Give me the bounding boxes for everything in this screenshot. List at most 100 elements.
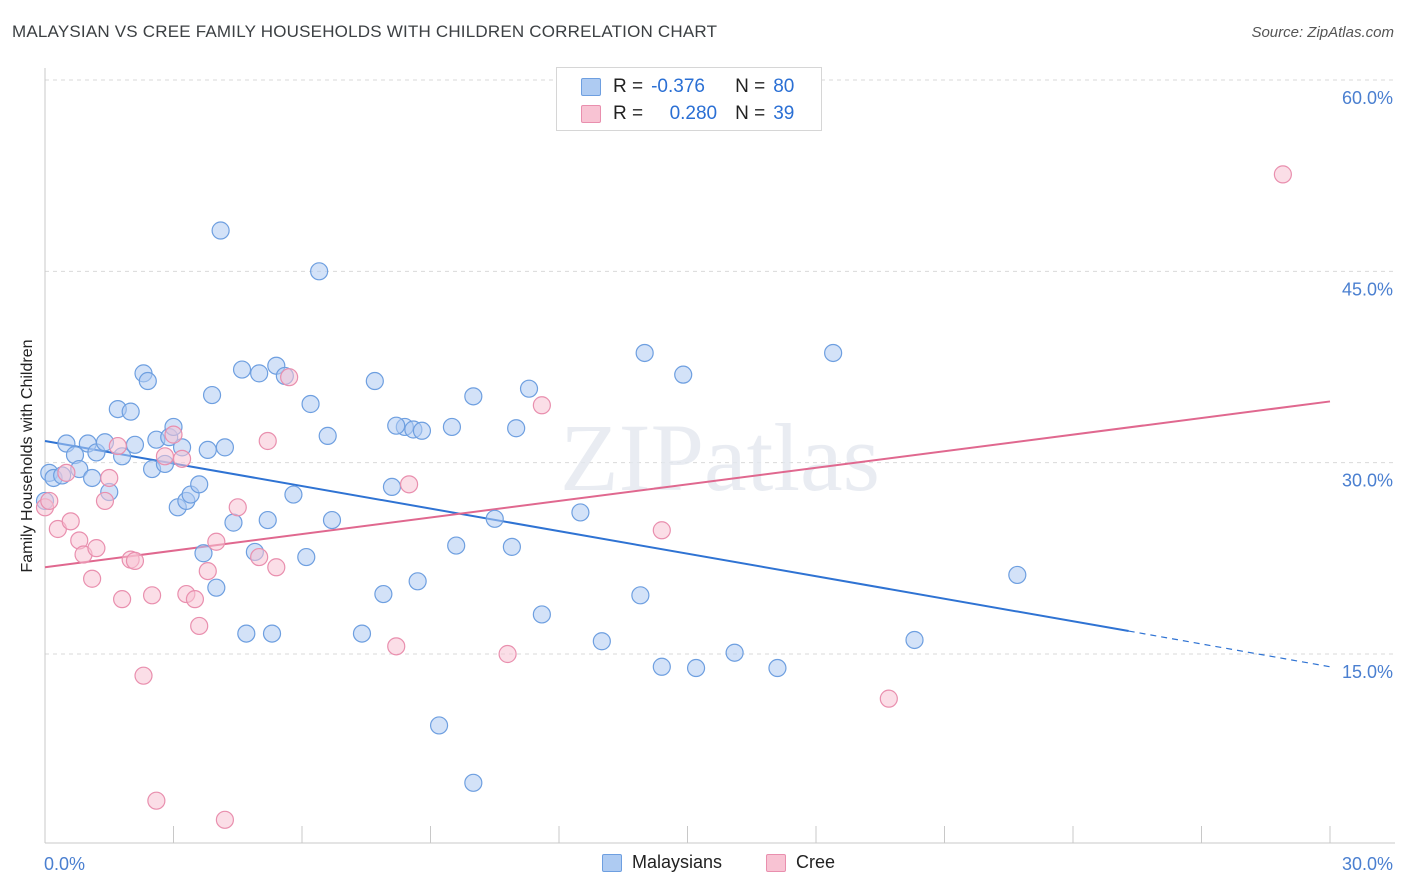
trend-lines	[44, 400, 1331, 668]
point-malaysians	[635, 343, 654, 363]
point-cree	[1273, 165, 1292, 184]
point-cree	[100, 468, 119, 488]
point-cree	[207, 532, 226, 551]
point-malaysians	[211, 221, 230, 240]
point-malaysians	[202, 385, 222, 405]
point-malaysians	[412, 421, 432, 440]
r-value: -0.376	[651, 76, 705, 97]
point-malaysians	[519, 379, 539, 398]
legend-row-cree: R = 0.280 N = 39	[581, 103, 794, 125]
y-tick-label: 45.0%	[1342, 279, 1393, 299]
point-malaysians	[237, 624, 256, 643]
legend-item-malaysians: Malaysians	[602, 852, 722, 873]
point-malaysians	[485, 509, 504, 528]
point-malaysians	[301, 394, 320, 414]
x-tick-label: 0.0%	[44, 854, 85, 874]
point-cree	[228, 498, 247, 517]
point-malaysians	[686, 658, 706, 678]
point-cree	[95, 491, 115, 511]
point-malaysians	[905, 630, 924, 650]
point-malaysians	[429, 716, 449, 735]
point-cree	[198, 561, 217, 581]
pink-swatch	[581, 105, 601, 123]
pink-swatch	[766, 853, 786, 872]
point-malaysians	[83, 468, 102, 488]
point-cree	[125, 551, 145, 570]
trend-line-malaysians-extension	[1128, 630, 1331, 668]
point-malaysians	[250, 364, 269, 383]
point-malaysians	[768, 658, 787, 678]
source-label: Source: ZipAtlas.com	[1251, 24, 1394, 41]
trend-line-malaysians	[44, 439, 1129, 633]
point-cree	[250, 547, 269, 567]
chart-title: MALAYSIAN VS CREE FAMILY HOUSEHOLDS WITH…	[12, 22, 718, 41]
point-cree	[83, 569, 102, 588]
point-cree	[164, 425, 183, 444]
blue-swatch	[581, 78, 601, 96]
point-cree	[112, 590, 132, 609]
legend-item-cree: Cree	[766, 852, 835, 873]
point-malaysians	[125, 435, 145, 454]
point-malaysians	[374, 584, 393, 604]
point-malaysians	[592, 632, 611, 651]
point-malaysians	[532, 605, 551, 624]
point-malaysians	[284, 485, 303, 504]
point-malaysians	[571, 503, 590, 522]
point-cree	[879, 689, 898, 708]
point-malaysians	[507, 419, 526, 438]
point-cree	[57, 463, 76, 482]
point-malaysians	[198, 440, 217, 460]
point-malaysians	[310, 262, 329, 281]
point-malaysians	[232, 360, 252, 379]
point-cree	[215, 810, 234, 829]
r-label: R =	[613, 76, 644, 97]
x-tick-label: 30.0%	[1342, 854, 1393, 874]
point-cree	[87, 539, 106, 558]
legend-row-malaysians: R = -0.376 N = 80	[581, 76, 794, 98]
point-malaysians	[674, 365, 693, 384]
r-label: R =	[613, 103, 644, 124]
point-cree	[142, 586, 162, 605]
point-cree	[108, 436, 127, 456]
point-cree	[280, 368, 299, 387]
point-cree	[532, 396, 551, 415]
point-cree	[61, 512, 80, 531]
point-malaysians	[387, 416, 406, 435]
point-malaysians	[297, 547, 316, 567]
point-malaysians	[352, 624, 372, 643]
point-malaysians	[502, 537, 521, 556]
point-malaysians	[442, 417, 462, 437]
correlation-legend: R = -0.376 N = 80 R = 0.280 N = 39	[556, 67, 822, 131]
n-label: N =	[735, 76, 766, 97]
point-malaysians	[215, 438, 234, 457]
point-malaysians	[824, 343, 843, 363]
point-cree	[190, 616, 209, 636]
point-malaysians	[194, 544, 213, 563]
point-malaysians	[190, 475, 209, 494]
axes	[44, 68, 1395, 844]
point-cree	[172, 449, 192, 468]
point-malaysians	[262, 624, 282, 643]
point-malaysians	[207, 578, 226, 597]
trend-line-cree	[44, 400, 1331, 569]
legend-label: Cree	[796, 852, 836, 872]
point-malaysians	[318, 426, 337, 445]
n-value: 80	[773, 76, 795, 97]
r-value: 0.280	[669, 103, 718, 124]
point-malaysians	[322, 510, 342, 530]
point-malaysians	[224, 513, 243, 532]
point-malaysians	[121, 402, 140, 421]
point-cree	[498, 644, 517, 664]
point-malaysians	[447, 536, 466, 555]
data-points	[35, 165, 1292, 829]
point-cree	[258, 431, 277, 451]
point-cree	[399, 475, 419, 494]
y-tick-label: 15.0%	[1342, 662, 1393, 682]
legend-label: Malaysians	[632, 852, 723, 872]
point-malaysians	[365, 371, 384, 391]
y-tick-label: 60.0%	[1342, 88, 1393, 108]
point-cree	[387, 637, 406, 656]
point-malaysians	[464, 387, 483, 406]
point-cree	[155, 447, 175, 466]
